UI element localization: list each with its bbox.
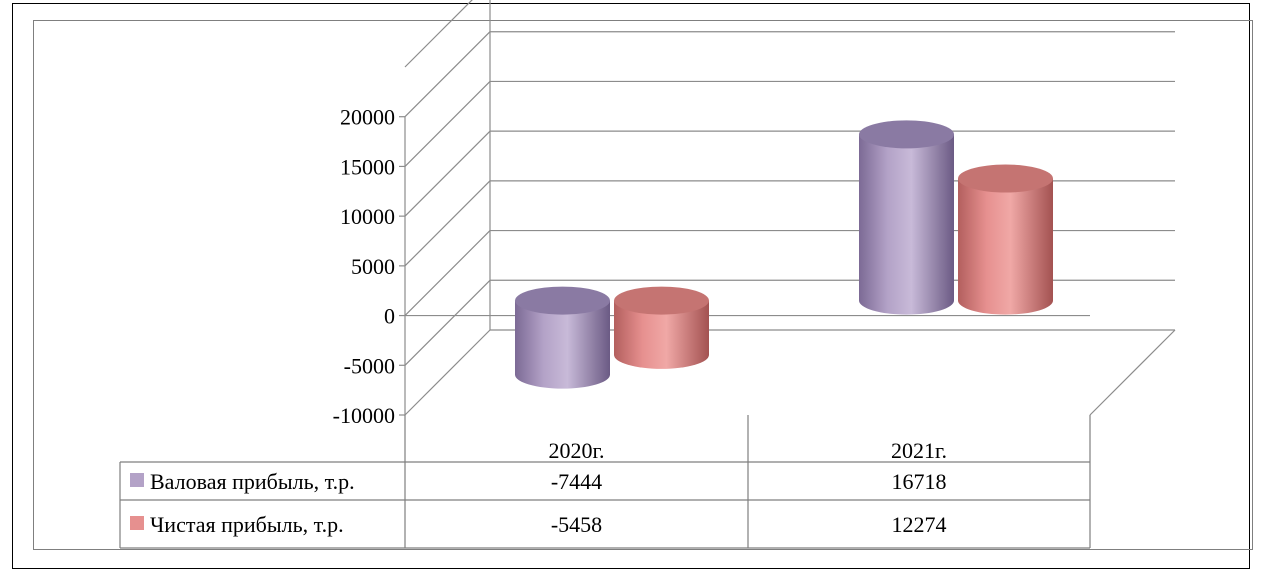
category-label: 2020г. xyxy=(548,438,604,463)
y-tick-label: 15000 xyxy=(340,154,395,179)
bar-body xyxy=(614,300,709,369)
floor-left-edge xyxy=(404,329,491,416)
bar-gross-profit-0 xyxy=(515,286,610,389)
series-name: Чистая прибыль, т.р. xyxy=(150,512,344,537)
bars xyxy=(515,120,1053,389)
y-tick-label: -5000 xyxy=(344,353,395,378)
grid-line-side xyxy=(404,0,473,68)
bar-gross-profit-1 xyxy=(859,120,954,315)
y-tick-label: 10000 xyxy=(340,204,395,229)
y-tick-label: 5000 xyxy=(351,254,395,279)
bar-body xyxy=(958,178,1053,315)
category-label: 2021г. xyxy=(891,438,947,463)
bar-top xyxy=(859,120,954,149)
data-value: -7444 xyxy=(551,469,602,494)
series-name: Валовая прибыль, т.р. xyxy=(150,469,355,494)
y-axis-tick-labels: 20000 15000 10000 5000 0 -5000 -10000 xyxy=(333,105,395,428)
chart-frame xyxy=(12,3,1250,569)
bar-top xyxy=(614,286,709,315)
y-tick-label: 20000 xyxy=(340,105,395,130)
bar-body xyxy=(859,134,954,315)
grid-line-side xyxy=(404,81,491,167)
grid-line-side xyxy=(404,279,491,366)
grid-line-side xyxy=(404,130,491,217)
chart-area xyxy=(33,20,1253,550)
legend-key xyxy=(130,516,144,530)
grid-lines xyxy=(399,0,1176,416)
bar-net-profit-1 xyxy=(958,164,1053,315)
y-tick-label: 0 xyxy=(384,304,395,329)
bar-body xyxy=(515,300,610,389)
data-table: 2020г. 2021г. Валовая прибыль, т.р. -7444 16… xyxy=(119,415,1091,549)
grid-line-side xyxy=(404,31,491,118)
grid-line-side xyxy=(404,180,491,267)
bar-top xyxy=(958,164,1053,193)
legend-key xyxy=(130,473,144,487)
floor-right-edge xyxy=(1089,329,1176,416)
data-value: -5458 xyxy=(551,512,602,537)
y-tick-label: -10000 xyxy=(333,403,395,428)
bar-top xyxy=(515,286,610,315)
grid-line-side xyxy=(404,230,491,316)
bar-net-profit-0 xyxy=(614,286,709,369)
data-value: 16718 xyxy=(892,469,947,494)
data-value: 12274 xyxy=(892,512,947,537)
